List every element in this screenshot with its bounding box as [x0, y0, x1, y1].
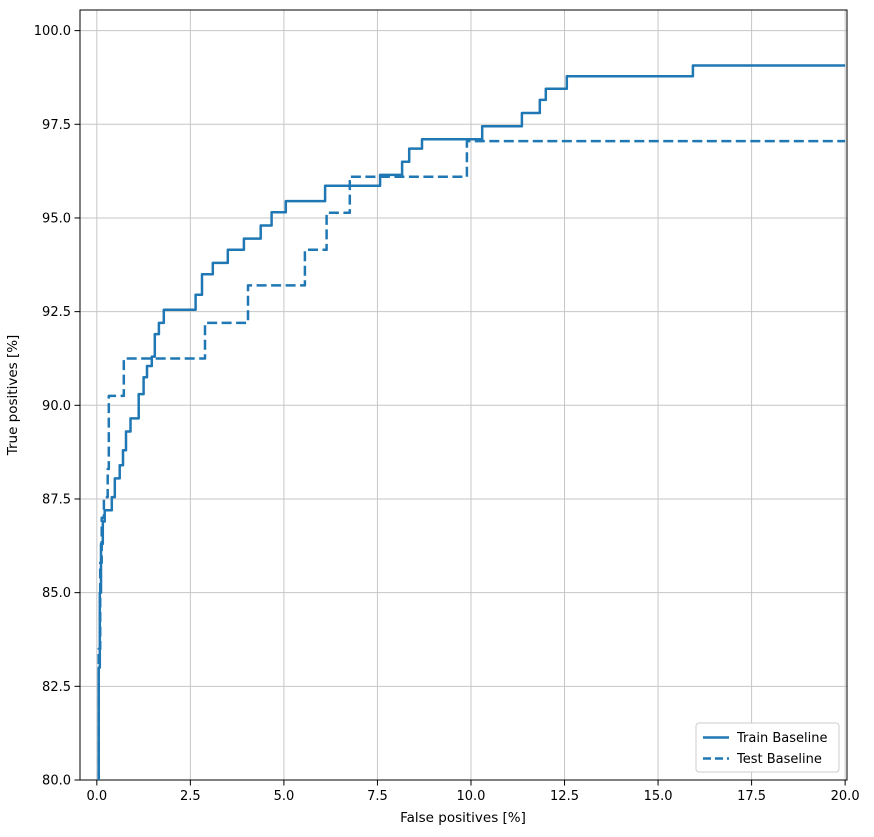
- y-tick-label: 87.5: [42, 492, 71, 507]
- x-tick-label: 15.0: [644, 789, 673, 804]
- x-tick-label: 0.0: [86, 789, 107, 804]
- x-tick-label: 12.5: [550, 789, 579, 804]
- y-axis-label: True positives [%]: [5, 335, 21, 457]
- x-axis-label: False positives [%]: [400, 810, 526, 826]
- y-tick-label: 85.0: [42, 586, 71, 601]
- y-tick-label: 95.0: [42, 211, 71, 226]
- legend-label: Train Baseline: [736, 731, 827, 746]
- legend-box: [695, 722, 840, 773]
- x-tick-label: 7.5: [367, 789, 388, 804]
- y-tick-label: 100.0: [34, 24, 71, 39]
- train-line: [97, 64, 846, 780]
- y-tick-label: 80.0: [42, 774, 71, 789]
- y-tick-label: 97.5: [42, 118, 71, 133]
- plot-area: 0.0 2.5 5.0 7.5 10.0 12.5 15.0 17.5 20.0 80.0 82.5…: [34, 9, 860, 804]
- x-tick-label: 2.5: [180, 789, 201, 804]
- y-tick-label: 90.0: [42, 399, 71, 414]
- legend-label: Test Baseline: [736, 752, 822, 767]
- axes-spines: [79, 9, 848, 781]
- x-tick-label: 17.5: [737, 789, 766, 804]
- y-tick-label: 82.5: [42, 680, 71, 695]
- x-tick-label: 5.0: [274, 789, 295, 804]
- x-tick-label: 10.0: [457, 789, 486, 804]
- x-tick-label: 20.0: [831, 789, 860, 804]
- y-tick-label: 92.5: [42, 305, 71, 320]
- test-line: [97, 139, 846, 780]
